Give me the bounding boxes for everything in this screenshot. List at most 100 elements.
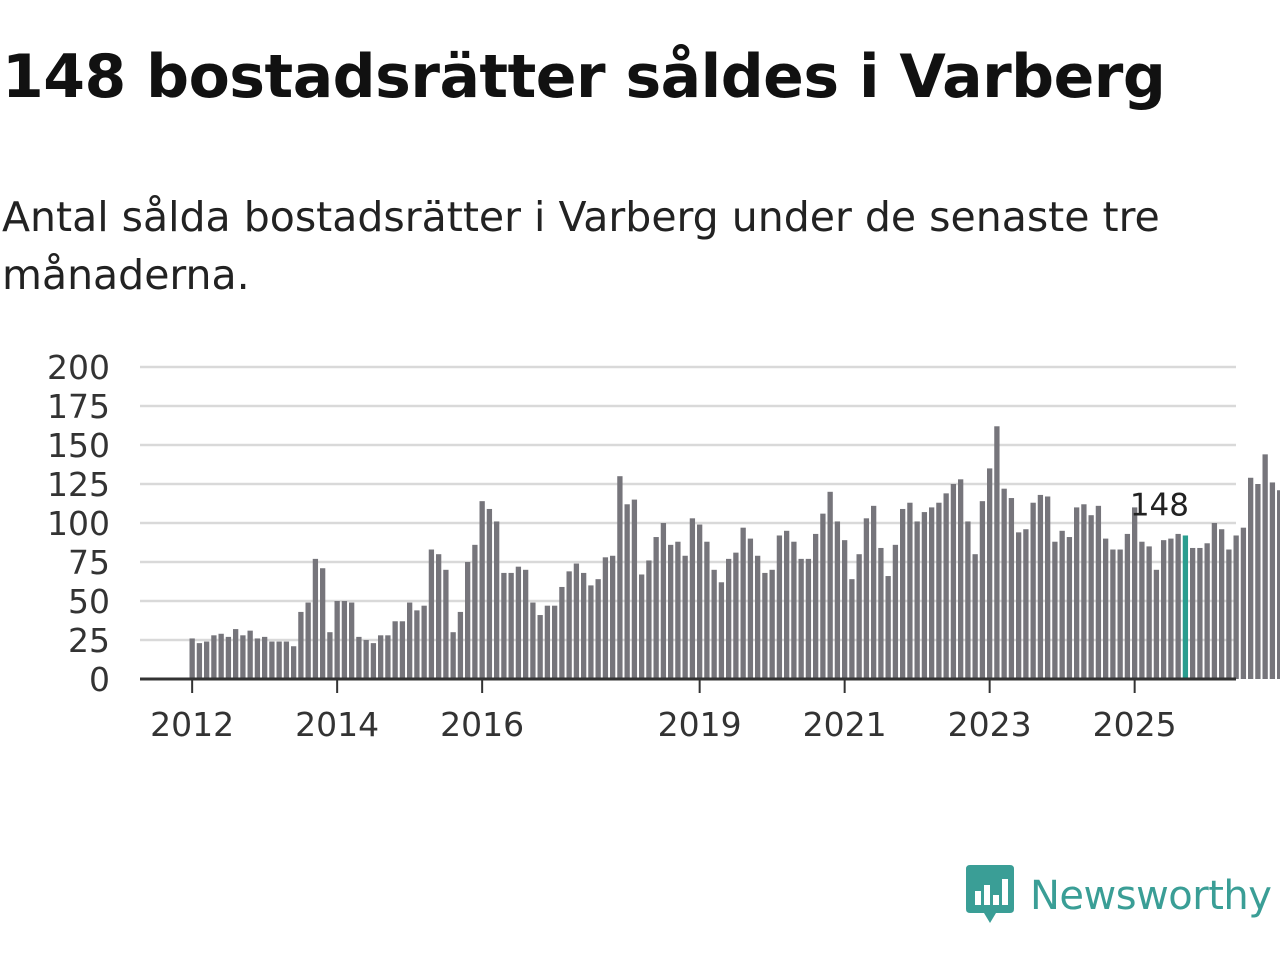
bar xyxy=(486,508,493,679)
y-tick-label: 125 xyxy=(47,465,110,504)
bar xyxy=(465,562,471,679)
bar xyxy=(1052,541,1058,679)
bar xyxy=(247,630,253,679)
bar xyxy=(943,493,949,679)
bar xyxy=(559,586,565,679)
y-tick-label: 100 xyxy=(47,504,110,543)
y-tick-label: 50 xyxy=(68,582,110,621)
bar xyxy=(776,535,783,679)
highlight-value-label: 148 xyxy=(1130,487,1189,523)
bar xyxy=(682,555,688,679)
bar xyxy=(283,641,290,679)
bar xyxy=(1175,533,1181,679)
bar xyxy=(1074,507,1080,679)
bar xyxy=(581,572,587,679)
bar xyxy=(1045,496,1051,679)
bar xyxy=(900,508,906,679)
bar xyxy=(479,501,485,679)
bar xyxy=(218,633,224,679)
chart-title: 148 bostadsrätter såldes i Varberg xyxy=(2,42,1166,112)
bar xyxy=(1211,523,1218,679)
bar xyxy=(254,638,261,679)
x-tick-label: 2014 xyxy=(295,705,379,744)
brand-logo: Newsworthy xyxy=(964,864,1272,928)
bar xyxy=(537,615,543,679)
x-tick-label: 2019 xyxy=(658,705,742,744)
bar xyxy=(349,602,355,679)
bar xyxy=(320,568,326,679)
bar xyxy=(552,605,558,679)
bar xyxy=(1168,538,1174,679)
bar xyxy=(653,537,659,679)
y-tick-label: 0 xyxy=(89,660,110,699)
bar xyxy=(668,544,674,679)
bar xyxy=(1117,549,1123,679)
bar xyxy=(312,558,319,679)
bar xyxy=(1269,482,1276,679)
bar-highlight xyxy=(1182,535,1189,679)
brand-name: Newsworthy xyxy=(1030,873,1272,919)
bar xyxy=(472,544,478,679)
bar xyxy=(508,572,514,679)
bar xyxy=(523,569,529,679)
bar xyxy=(624,504,630,679)
bar xyxy=(1132,507,1138,679)
bar xyxy=(639,574,645,679)
bar xyxy=(595,579,601,679)
x-tick-label: 2016 xyxy=(440,705,524,744)
y-tick-label: 25 xyxy=(68,621,110,660)
bar xyxy=(204,641,210,679)
bar xyxy=(718,582,725,679)
bar xyxy=(617,476,623,679)
bar xyxy=(407,602,413,679)
y-tick-label: 175 xyxy=(47,387,110,426)
bar xyxy=(363,640,369,679)
bar xyxy=(936,502,942,679)
bar xyxy=(233,629,239,679)
bar xyxy=(341,601,348,679)
bar xyxy=(871,505,877,679)
bar xyxy=(827,491,833,679)
bar xyxy=(298,611,304,679)
bar xyxy=(262,636,268,679)
bar xyxy=(1190,547,1196,679)
bar xyxy=(1081,504,1087,679)
bar xyxy=(755,555,761,679)
x-tick-label: 2025 xyxy=(1093,705,1177,744)
bar xyxy=(1001,488,1007,679)
newsworthy-logo-icon xyxy=(966,865,1014,923)
bar xyxy=(1153,569,1160,679)
bar xyxy=(327,632,333,679)
bar xyxy=(1030,502,1036,679)
bar xyxy=(791,541,797,679)
y-tick-label: 200 xyxy=(47,348,110,387)
bar xyxy=(436,554,442,679)
bar xyxy=(501,572,507,679)
bar xyxy=(1139,541,1145,679)
bar xyxy=(494,521,500,679)
y-tick-label: 75 xyxy=(68,543,110,582)
bar xyxy=(1023,529,1029,679)
bar xyxy=(1161,540,1167,679)
bar xyxy=(1008,498,1015,679)
bar xyxy=(769,569,775,679)
bar xyxy=(515,566,522,679)
bar xyxy=(276,641,282,679)
bar xyxy=(798,558,804,679)
bar xyxy=(994,426,1000,679)
bar xyxy=(958,479,964,679)
x-tick-label: 2021 xyxy=(803,705,887,744)
bar xyxy=(196,643,203,679)
x-axis-ticks: 2012 2014 2016 2019 2021 2023 2025 xyxy=(150,679,1177,744)
bar xyxy=(726,558,732,679)
bar xyxy=(907,502,913,679)
bar xyxy=(987,468,993,679)
bar xyxy=(1088,515,1094,679)
bar xyxy=(834,521,841,679)
bar xyxy=(225,636,232,679)
bar xyxy=(385,635,391,679)
x-tick-label: 2012 xyxy=(150,705,234,744)
bar xyxy=(189,638,195,679)
